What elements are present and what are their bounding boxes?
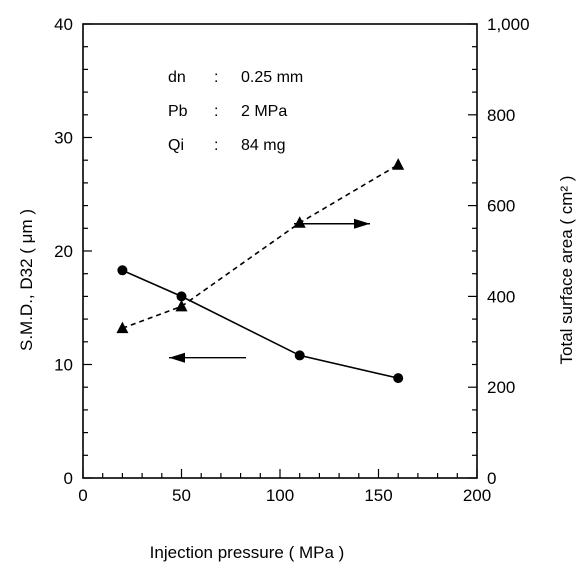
y-left-tick-label: 40: [54, 15, 73, 34]
annotation-dn-value: 0.25 mm: [241, 69, 303, 86]
plot-frame: [82, 23, 478, 479]
annotation-qi-sep: :: [214, 137, 218, 154]
direction-arrows: [169, 218, 370, 363]
series-1-point: [294, 350, 305, 361]
y-left-tick-label: 20: [54, 242, 73, 261]
series-1-line: [122, 269, 399, 379]
annotation-pb-value: 2 MPa: [241, 103, 287, 120]
series-2-point: [293, 216, 306, 228]
y-left-axis-title: S.M.D., D32 ( μm ): [17, 209, 36, 351]
series-2-line: [122, 164, 399, 329]
y-right-tick-label: 1,000: [487, 15, 530, 34]
y-left-tick-label: 30: [54, 129, 73, 148]
x-tick-label: 100: [266, 486, 294, 505]
series-1-point: [176, 291, 187, 302]
annotation-dn-sep: :: [214, 69, 218, 86]
x-tick-label: 0: [78, 486, 87, 505]
annotation-dn-name: dn: [168, 69, 186, 86]
y-right-tick-label: 400: [487, 287, 515, 306]
y-left-title-text: S.M.D., D32 ( μm ): [17, 209, 36, 351]
right-axis-arrow-head: [354, 218, 370, 229]
x-axis-title: Injection pressure ( MPa ): [150, 543, 345, 562]
y-right-tick-label: 600: [487, 197, 515, 216]
series-layer: [116, 158, 405, 384]
y-right-axis-title: Total surface area ( cm² ): [557, 176, 576, 365]
axis-ticks: [82, 23, 478, 479]
x-tick-label: 200: [463, 486, 491, 505]
y-right-tick-label: 800: [487, 106, 515, 125]
annotation-block: dn : 0.25 mm Pb : 2 MPa Qi : 84 mg: [168, 69, 303, 154]
annotation-qi-value: 84 mg: [241, 137, 285, 154]
series-2-point: [392, 158, 405, 170]
y-left-tick-label: 10: [54, 356, 73, 375]
series-1-point: [117, 265, 128, 276]
x-tick-label: 50: [172, 486, 191, 505]
x-tick-label: 150: [364, 486, 392, 505]
y-right-tick-label: 200: [487, 378, 515, 397]
series-2-point: [175, 299, 188, 312]
annotation-pb-name: Pb: [168, 103, 188, 120]
y-right-title-text: Total surface area ( cm² ): [557, 176, 576, 365]
y-right-tick-label: 0: [487, 469, 496, 488]
annotation-qi-name: Qi: [168, 137, 184, 154]
series-1-point: [393, 373, 404, 384]
annotation-pb-sep: :: [214, 103, 218, 120]
series-2-point: [116, 321, 129, 334]
plot-border: [82, 23, 478, 479]
y-left-tick-label: 0: [64, 469, 73, 488]
left-axis-arrow-head: [169, 352, 185, 363]
